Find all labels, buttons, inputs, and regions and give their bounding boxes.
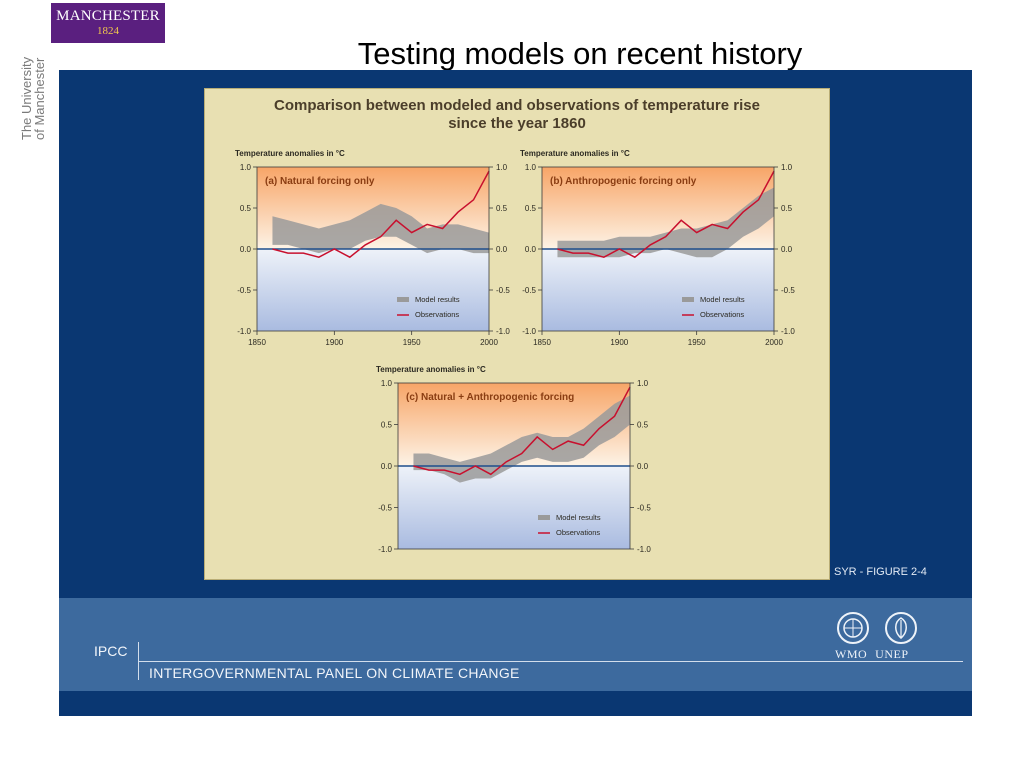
legend-swatch-model [682, 297, 694, 302]
y-tick-label-right: -0.5 [496, 286, 510, 295]
x-tick-label: 1900 [610, 338, 628, 347]
x-tick-label: 2000 [480, 338, 498, 347]
y-tick-label-left: -1.0 [237, 327, 251, 336]
side-label-line2: of Manchester [32, 57, 47, 140]
y-tick-label-left: -1.0 [522, 327, 536, 336]
y-tick-label-left: -0.5 [237, 286, 251, 295]
plot-bg-cool [542, 249, 774, 331]
y-axis-label: Temperature anomalies in °C [376, 365, 486, 374]
y-tick-label-right: 1.0 [781, 163, 793, 172]
university-logo: MANCHESTER 1824 [51, 3, 165, 43]
university-side-label: The University of Manchester [19, 40, 47, 140]
y-tick-label-right: 0.5 [496, 204, 508, 213]
legend-label-observations: Observations [700, 310, 744, 319]
x-tick-label: 1900 [325, 338, 343, 347]
y-tick-label-left: -0.5 [378, 504, 392, 513]
figure-title-line2: since the year 1860 [448, 115, 586, 132]
x-tick-label: 1850 [533, 338, 551, 347]
legend-label-observations: Observations [556, 528, 600, 537]
y-tick-label-left: -1.0 [378, 545, 392, 554]
y-tick-label-right: -1.0 [781, 327, 795, 336]
legend-label-model: Model results [700, 295, 745, 304]
figure-source-label: SYR - FIGURE 2-4 [834, 566, 927, 578]
wmo-emblem-icon [837, 612, 869, 644]
slide-title: Testing models on recent history [357, 36, 803, 71]
series-observations [413, 386, 631, 476]
x-tick-label: 1950 [688, 338, 706, 347]
figure-area: Comparison between modeled and observati… [204, 88, 830, 580]
panel-title: (a) Natural forcing only [265, 176, 375, 187]
y-tick-label-right: -1.0 [496, 327, 510, 336]
y-tick-label-right: 0.0 [637, 462, 649, 471]
y-tick-label-left: 1.0 [240, 163, 252, 172]
y-tick-label-left: 0.0 [381, 462, 393, 471]
series-model-results [413, 395, 630, 483]
logo-name: MANCHESTER [56, 8, 160, 24]
chart-panel-1: Temperature anomalies in °C (b) Anthropog… [520, 149, 795, 347]
plot-bg-cool [257, 249, 489, 331]
chart-panel-0: Temperature anomalies in °C (a) Natural f… [235, 149, 510, 347]
legend-swatch-model [538, 515, 550, 520]
y-tick-label-left: 0.0 [240, 245, 252, 254]
ipcc-label: IPCC [94, 643, 128, 659]
y-tick-label-right: 1.0 [496, 163, 508, 172]
footer-band: IPCC INTERGOVERNMENTAL PANEL ON CLIMATE … [59, 598, 972, 691]
series-observations [557, 170, 775, 259]
wmo-label: WMO [835, 647, 868, 661]
series-observations [272, 170, 490, 259]
legend-label-model: Model results [556, 513, 601, 522]
ipcc-full-name: INTERGOVERNMENTAL PANEL ON CLIMATE CHANG… [149, 665, 520, 681]
series-model-results [557, 187, 774, 258]
x-tick-label: 1950 [403, 338, 421, 347]
y-tick-label-left: 0.0 [525, 245, 537, 254]
org-names: WMO UNEP [835, 647, 917, 662]
chart-natural-forcing: Temperature anomalies in °C (a) Natural f… [235, 149, 795, 554]
chart-panel-2: Temperature anomalies in °C (c) Natural +… [376, 365, 651, 554]
unep-emblem-icon [885, 612, 917, 644]
legend-label-model: Model results [415, 295, 460, 304]
y-tick-label-left: 0.5 [381, 421, 393, 430]
y-tick-label-left: -0.5 [522, 286, 536, 295]
x-tick-label: 1850 [248, 338, 266, 347]
footer-rule [138, 661, 963, 662]
y-tick-label-right: 0.5 [637, 421, 649, 430]
y-tick-label-right: 0.5 [781, 204, 793, 213]
y-tick-label-right: 0.0 [781, 245, 793, 254]
plot-bg-cool [398, 466, 630, 549]
figure-title-line1: Comparison between modeled and observati… [274, 97, 760, 114]
y-tick-label-right: -1.0 [637, 545, 651, 554]
y-tick-label-right: 1.0 [637, 379, 649, 388]
y-tick-label-left: 0.5 [240, 204, 252, 213]
figure-title: Comparison between modeled and observati… [205, 97, 829, 133]
y-tick-label-left: 0.5 [525, 204, 537, 213]
y-tick-label-right: -0.5 [781, 286, 795, 295]
panel-title: (b) Anthropogenic forcing only [550, 176, 697, 187]
series-model-results [272, 203, 489, 254]
y-axis-label: Temperature anomalies in °C [235, 149, 345, 158]
y-tick-label-left: 1.0 [525, 163, 537, 172]
slide-panel: Comparison between modeled and observati… [59, 70, 972, 716]
x-tick-label: 2000 [765, 338, 783, 347]
unep-label: UNEP [875, 647, 909, 661]
legend-swatch-model [397, 297, 409, 302]
y-axis-label: Temperature anomalies in °C [520, 149, 630, 158]
y-tick-label-right: 0.0 [496, 245, 508, 254]
panel-title: (c) Natural + Anthropogenic forcing [406, 392, 574, 403]
y-tick-label-left: 1.0 [381, 379, 393, 388]
legend-label-observations: Observations [415, 310, 459, 319]
y-tick-label-right: -0.5 [637, 504, 651, 513]
logo-year: 1824 [97, 25, 119, 37]
